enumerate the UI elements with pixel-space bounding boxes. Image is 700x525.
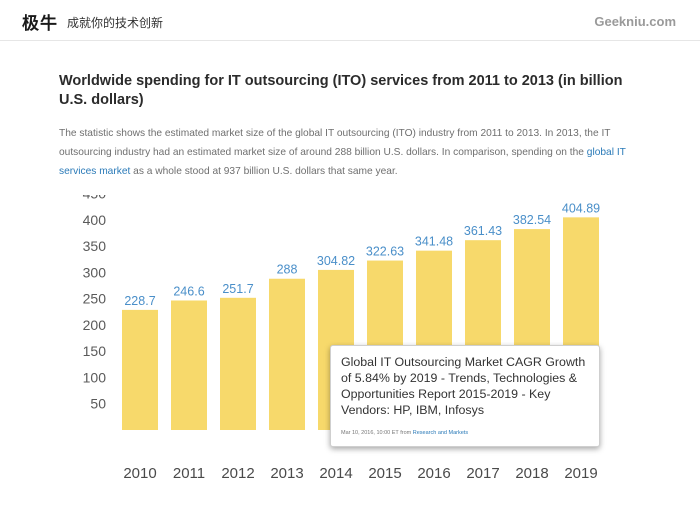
x-tick-label: 2017 — [466, 465, 499, 482]
chart-title: Worldwide spending for IT outsourcing (I… — [59, 73, 623, 108]
y-tick-label: 450 — [83, 195, 107, 202]
y-tick-label: 350 — [83, 238, 107, 254]
y-tick-label: 300 — [83, 264, 107, 280]
callout-date: Mar 10, 2016, 10:00 ET from — [341, 430, 413, 436]
global-it-services-link[interactable]: global IT services market — [59, 147, 626, 177]
x-tick-label: 2013 — [270, 465, 303, 482]
x-tick-label: 2019 — [564, 465, 597, 482]
data-label: 251.7 — [222, 282, 253, 296]
callout-source-link[interactable]: Research and Markets — [412, 430, 469, 436]
y-tick-label: 250 — [83, 291, 107, 307]
description-text-start: The statistic shows the estimated market… — [59, 128, 611, 158]
data-label: 361.43 — [464, 224, 502, 238]
data-label: 341.48 — [415, 235, 453, 249]
x-tick-label: 2010 — [123, 465, 156, 482]
x-tick-label: 2012 — [221, 465, 254, 482]
data-label: 304.82 — [317, 254, 355, 268]
y-tick-label: 200 — [83, 317, 107, 333]
bar — [269, 278, 305, 430]
bar — [220, 297, 256, 430]
data-label: 404.89 — [562, 201, 600, 215]
x-tick-label: 2014 — [319, 465, 352, 482]
x-tick-label: 2016 — [417, 465, 450, 482]
description-text-end: as a whole stood at 937 billion U.S. dol… — [130, 166, 398, 177]
data-label: 288 — [277, 263, 298, 277]
news-callout[interactable]: Global IT Outsourcing Market CAGR Growth… — [330, 345, 600, 447]
y-tick-label: 400 — [83, 212, 107, 228]
y-tick-label: 100 — [83, 369, 107, 385]
data-label: 228.7 — [124, 294, 155, 308]
x-tick-label: 2015 — [368, 465, 401, 482]
callout-meta: Mar 10, 2016, 10:00 ET from Research and… — [341, 430, 468, 436]
y-tick-label: 50 — [90, 396, 106, 412]
bar — [171, 300, 207, 430]
site-tagline: 成就你的技术创新 — [67, 16, 164, 30]
site-domain[interactable]: Geekniu.com — [594, 14, 676, 29]
data-label: 246.6 — [173, 284, 204, 298]
site-logo[interactable]: 极牛 — [22, 14, 58, 34]
x-tick-label: 2011 — [173, 465, 205, 482]
callout-title: Global IT Outsourcing Market CAGR Growth… — [341, 355, 586, 417]
bar — [122, 309, 158, 430]
data-label: 322.63 — [366, 245, 404, 259]
chart-description: The statistic shows the estimated market… — [59, 124, 649, 181]
site-header: 极牛 成就你的技术创新 Geekniu.com — [0, 0, 700, 41]
data-label: 382.54 — [513, 213, 551, 227]
y-tick-label: 150 — [83, 343, 107, 359]
x-tick-label: 2018 — [515, 465, 548, 482]
